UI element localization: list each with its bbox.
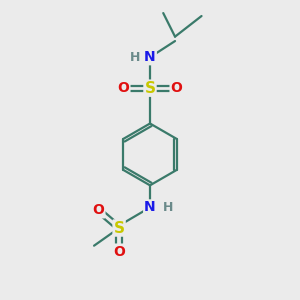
Text: O: O (92, 203, 104, 218)
Text: O: O (118, 81, 129, 95)
Text: N: N (144, 50, 156, 64)
Text: N: N (144, 200, 156, 214)
Text: O: O (171, 81, 182, 95)
Text: S: S (114, 220, 124, 236)
Text: H: H (130, 51, 140, 64)
Text: O: O (113, 244, 125, 259)
Text: S: S (145, 81, 155, 96)
Text: H: H (163, 201, 173, 214)
